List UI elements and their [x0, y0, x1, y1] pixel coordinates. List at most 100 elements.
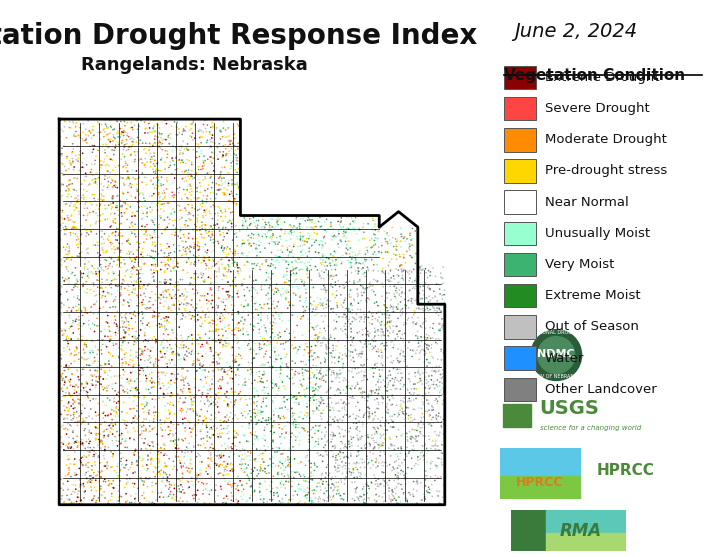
Text: Water: Water [545, 351, 585, 365]
Point [413, 367, 424, 375]
Point [305, 488, 316, 497]
Point [120, 199, 131, 208]
Point [350, 463, 361, 472]
Point [375, 480, 387, 488]
Point [106, 237, 117, 246]
Point [122, 317, 134, 326]
Point [256, 455, 268, 463]
Point [361, 439, 372, 448]
Point [403, 276, 415, 285]
Point [186, 243, 197, 252]
Point [165, 134, 176, 143]
Point [306, 345, 318, 354]
Point [144, 416, 156, 425]
Point [346, 328, 357, 336]
Point [60, 388, 71, 397]
Point [75, 466, 86, 475]
Point [179, 295, 190, 304]
Point [380, 383, 392, 392]
Point [200, 391, 212, 400]
Point [126, 118, 138, 126]
Point [205, 221, 217, 230]
Point [201, 296, 212, 305]
Point [236, 451, 248, 460]
Point [378, 482, 390, 491]
Point [156, 320, 167, 329]
Point [246, 482, 258, 491]
Point [174, 485, 185, 494]
Point [151, 455, 163, 463]
Point [356, 348, 367, 356]
Point [119, 464, 130, 473]
Point [167, 142, 179, 151]
Point [83, 320, 94, 329]
Point [406, 464, 418, 473]
Point [109, 219, 121, 228]
Point [301, 437, 312, 446]
Point [158, 368, 169, 377]
Point [316, 388, 328, 397]
Point [243, 311, 254, 320]
Point [381, 408, 392, 417]
Point [86, 466, 98, 475]
Point [84, 361, 96, 370]
Point [152, 283, 163, 292]
Point [63, 463, 75, 472]
Point [413, 442, 424, 451]
Point [361, 301, 373, 310]
Point [356, 388, 367, 397]
Point [58, 156, 69, 165]
Point [153, 468, 164, 477]
Point [58, 223, 69, 232]
Point [219, 291, 230, 300]
Point [342, 246, 354, 255]
Point [255, 495, 266, 504]
Point [165, 275, 176, 284]
Point [217, 311, 228, 320]
Point [325, 420, 337, 429]
Point [107, 143, 119, 152]
Point [300, 285, 312, 294]
Point [419, 423, 431, 432]
Point [204, 334, 215, 343]
Point [333, 373, 345, 382]
Point [393, 455, 405, 463]
Point [304, 400, 315, 409]
Point [68, 329, 79, 338]
Point [291, 433, 302, 442]
Point [274, 414, 286, 423]
Point [143, 452, 154, 461]
Point [107, 476, 119, 485]
Point [102, 481, 114, 490]
Point [180, 207, 192, 216]
Point [199, 186, 211, 195]
Point [66, 472, 77, 481]
Point [374, 370, 385, 379]
Point [323, 321, 334, 330]
Point [368, 260, 379, 269]
Point [150, 132, 161, 141]
Point [104, 233, 115, 242]
Point [218, 295, 230, 304]
Point [382, 242, 393, 251]
Point [89, 357, 100, 366]
Point [400, 258, 411, 267]
Point [116, 139, 127, 148]
Point [108, 150, 120, 159]
Point [348, 466, 359, 475]
Point [251, 299, 262, 307]
Point [75, 232, 86, 241]
Point [251, 432, 263, 441]
Point [247, 355, 258, 364]
Point [426, 380, 438, 389]
Point [230, 352, 242, 361]
Point [325, 370, 337, 379]
Point [286, 477, 297, 486]
Point [413, 337, 424, 346]
Point [178, 379, 189, 388]
Point [325, 437, 337, 446]
Point [436, 461, 448, 470]
Point [121, 237, 132, 246]
Point [431, 380, 442, 389]
Point [66, 349, 77, 358]
